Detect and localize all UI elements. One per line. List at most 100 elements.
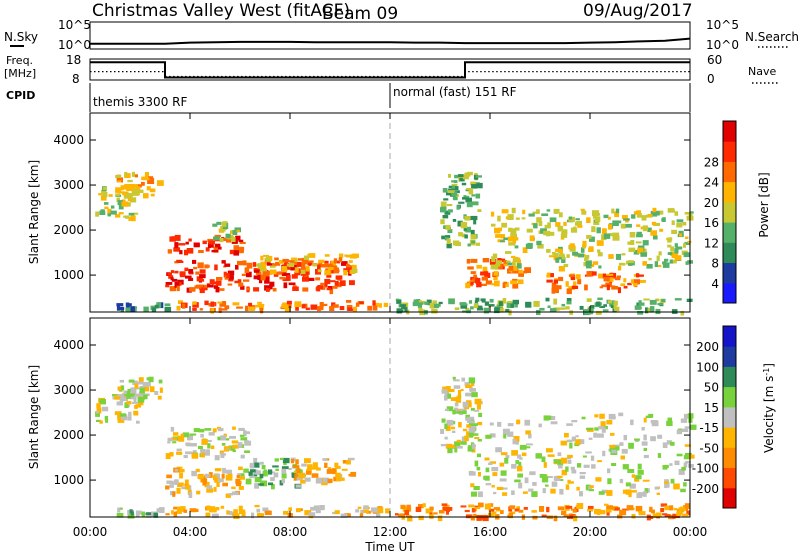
range-time-cell [519, 444, 527, 450]
x-tick-label: 16:00 [473, 525, 508, 539]
range-time-cell [582, 455, 587, 458]
range-time-cell [154, 304, 159, 309]
range-time-cell [645, 415, 653, 418]
range-time-cell [205, 512, 211, 518]
range-time-cell [563, 514, 570, 518]
range-time-cell [565, 281, 569, 287]
range-time-cell [516, 269, 523, 274]
range-time-cell [588, 437, 593, 440]
range-time-cell [595, 477, 602, 482]
range-time-cell [304, 510, 312, 516]
range-time-cell [239, 241, 246, 244]
range-time-cell [646, 264, 653, 269]
range-time-cell [271, 484, 275, 490]
range-time-cell [470, 515, 475, 521]
range-time-cell [234, 280, 240, 284]
range-time-cell [208, 472, 213, 478]
range-time-cell [557, 506, 565, 511]
range-time-cell [143, 385, 150, 392]
range-time-cell [249, 462, 255, 469]
range-time-cell [213, 236, 220, 241]
range-time-cell [484, 503, 492, 510]
beam-label: Beam 09 [322, 4, 398, 24]
range-time-cell [524, 419, 531, 426]
range-time-cell [645, 307, 649, 314]
range-time-cell [567, 479, 571, 484]
range-time-cell [99, 399, 106, 405]
range-time-cell [426, 299, 432, 306]
range-time-cell [684, 452, 692, 457]
range-time-cell [499, 478, 507, 482]
range-time-cell [165, 513, 170, 516]
range-time-cell [240, 285, 245, 290]
range-time-cell [120, 385, 125, 391]
range-time-cell [444, 210, 451, 215]
range-time-cell [510, 280, 518, 285]
range-time-cell [638, 511, 646, 516]
range-time-cell [463, 228, 467, 231]
range-time-cell [462, 428, 468, 432]
range-time-cell [462, 410, 467, 414]
nsky-label: N.Sky [4, 30, 38, 44]
range-time-cell [169, 481, 174, 485]
range-time-cell [119, 507, 123, 510]
range-time-cell [613, 304, 617, 309]
range-time-cell [210, 301, 215, 307]
range-time-cell [165, 282, 173, 285]
range-time-cell [680, 418, 688, 423]
range-time-cell [493, 491, 497, 495]
range-time-cell [511, 207, 516, 214]
range-time-cell [606, 284, 610, 291]
range-time-cell [589, 485, 594, 488]
range-time-cell [685, 461, 691, 464]
range-time-cell [576, 503, 584, 509]
range-time-cell [135, 184, 142, 188]
range-time-cell [221, 260, 226, 264]
range-time-cell [101, 189, 107, 194]
range-time-cell [136, 186, 141, 190]
range-time-cell [272, 263, 277, 267]
range-time-cell [253, 457, 258, 464]
range-time-cell [553, 459, 558, 464]
range-time-cell [262, 270, 266, 277]
range-time-cell [643, 434, 647, 441]
range-time-cell [120, 185, 124, 191]
colorbar-tick-label: 50 [704, 381, 719, 395]
range-time-cell [355, 509, 360, 513]
range-time-cell [279, 457, 284, 460]
range-time-cell [444, 423, 448, 429]
range-time-cell [631, 214, 636, 219]
range-time-cell [331, 468, 337, 475]
range-time-cell [598, 273, 604, 279]
range-time-cell [347, 513, 351, 518]
colorbar-swatch [723, 386, 736, 408]
range-time-cell [597, 252, 603, 257]
range-time-cell [502, 282, 506, 288]
range-time-cell [666, 420, 673, 426]
range-time-cell [323, 477, 329, 483]
range-time-cell [642, 479, 650, 482]
nave-label: Nave [748, 65, 776, 78]
range-time-cell [421, 300, 426, 304]
range-time-cell [650, 210, 658, 217]
range-time-cell [275, 261, 281, 266]
range-time-cell [442, 215, 449, 219]
range-time-cell [473, 274, 477, 281]
range-time-cell [418, 504, 424, 509]
range-time-cell [571, 469, 577, 474]
range-time-cell [333, 476, 337, 482]
nave-tick-top: 60 [707, 53, 722, 67]
range-time-cell [490, 211, 495, 217]
cpid-label: CPID [6, 89, 35, 102]
range-time-cell [546, 272, 551, 278]
range-time-cell [668, 237, 673, 241]
range-time-cell [105, 419, 109, 423]
range-time-cell [341, 261, 348, 266]
range-time-cell [532, 482, 537, 486]
range-time-cell [132, 380, 138, 386]
range-time-cell [501, 222, 508, 228]
range-time-cell [590, 264, 595, 267]
range-time-cell [452, 196, 458, 201]
range-time-cell [363, 505, 369, 510]
range-time-cell [294, 267, 299, 273]
